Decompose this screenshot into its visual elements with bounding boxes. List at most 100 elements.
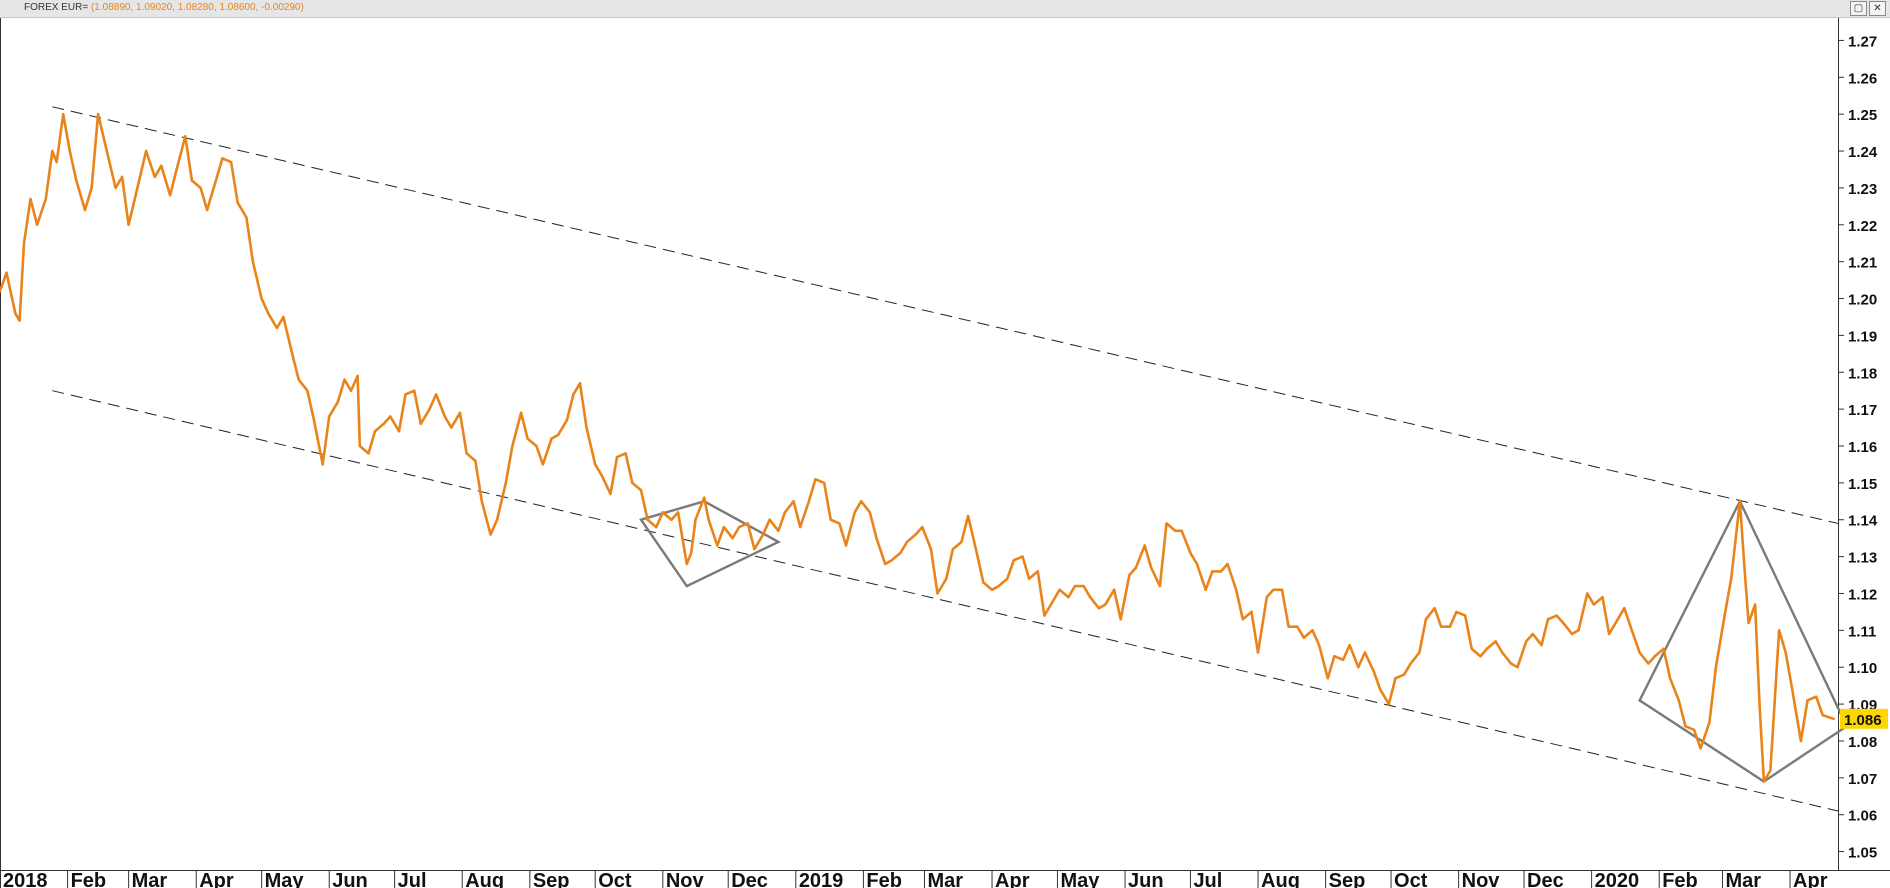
data-point bbox=[1097, 607, 1101, 610]
data-point bbox=[875, 537, 878, 540]
data-point bbox=[1378, 688, 1382, 691]
data-point bbox=[670, 518, 673, 521]
data-point bbox=[722, 525, 726, 529]
data-point bbox=[823, 481, 826, 485]
y-tick-label: 1.24 bbox=[1848, 144, 1878, 161]
last-value-text: 1.086 bbox=[1844, 712, 1882, 729]
data-point bbox=[1256, 651, 1260, 654]
data-point bbox=[1562, 621, 1565, 625]
chart-annotations bbox=[52, 106, 1849, 812]
data-point bbox=[914, 533, 917, 536]
data-point bbox=[975, 551, 978, 555]
data-point bbox=[1762, 780, 1766, 783]
x-axis: 2018 Feb Mar Apr May Jun Jul Aug Sep Oct Nov Dec 201… bbox=[0, 870, 1828, 888]
data-point bbox=[382, 422, 385, 426]
data-point bbox=[1112, 588, 1116, 591]
data-point bbox=[35, 223, 39, 226]
data-point bbox=[1668, 677, 1672, 680]
data-point bbox=[1784, 651, 1787, 654]
data-point bbox=[14, 312, 17, 315]
data-point bbox=[404, 393, 407, 396]
data-point bbox=[661, 511, 664, 514]
data-point bbox=[349, 389, 353, 392]
y-tick-label: 1.14 bbox=[1848, 513, 1878, 530]
y-tick-label: 1.13 bbox=[1848, 550, 1877, 567]
x-tick-label: Apr bbox=[199, 870, 234, 888]
data-point bbox=[1653, 655, 1657, 658]
data-point bbox=[1027, 577, 1031, 580]
data-point bbox=[282, 315, 285, 319]
data-point bbox=[609, 492, 612, 496]
data-point bbox=[1058, 588, 1061, 591]
data-point bbox=[1684, 725, 1687, 728]
data-point bbox=[1738, 500, 1742, 503]
data-point bbox=[860, 500, 863, 503]
data-point bbox=[1699, 747, 1702, 750]
data-point bbox=[585, 426, 588, 429]
data-point bbox=[1753, 603, 1757, 606]
chart-title: FOREX EUR= (1.08890, 1.09020, 1.08280, 1… bbox=[24, 2, 304, 13]
data-point bbox=[890, 559, 893, 562]
data-point bbox=[1806, 699, 1809, 702]
data-point bbox=[51, 149, 54, 153]
data-point bbox=[1189, 551, 1192, 555]
data-point bbox=[1799, 739, 1803, 743]
data-point bbox=[631, 481, 634, 485]
data-point bbox=[1104, 603, 1107, 606]
data-point bbox=[214, 179, 218, 182]
x-tick-label: Feb bbox=[71, 870, 107, 888]
data-point bbox=[356, 374, 359, 378]
data-point bbox=[1494, 640, 1497, 643]
data-point bbox=[1021, 555, 1024, 558]
data-point bbox=[267, 312, 270, 315]
data-point bbox=[397, 430, 401, 433]
data-point bbox=[5, 271, 8, 274]
data-point bbox=[0, 289, 2, 293]
data-point bbox=[960, 540, 963, 544]
data-point bbox=[1012, 559, 1015, 562]
data-point bbox=[685, 562, 688, 566]
close-window-button[interactable]: ✕ bbox=[1869, 1, 1886, 16]
y-tick-label: 1.08 bbox=[1848, 734, 1877, 751]
data-point bbox=[519, 411, 523, 414]
data-point bbox=[1570, 632, 1574, 636]
x-tick-label: Jul bbox=[398, 870, 427, 888]
data-point bbox=[929, 548, 933, 551]
data-point bbox=[90, 186, 93, 190]
data-point bbox=[229, 160, 233, 164]
data-point bbox=[245, 216, 248, 219]
channel-line-2 bbox=[52, 390, 1839, 812]
data-point bbox=[1708, 721, 1711, 724]
data-point bbox=[114, 186, 117, 190]
data-point bbox=[291, 352, 294, 355]
data-point bbox=[22, 242, 26, 245]
data-point bbox=[297, 378, 300, 381]
x-tick-label: Mar bbox=[927, 870, 963, 888]
data-point bbox=[260, 297, 263, 300]
data-point bbox=[783, 511, 787, 514]
data-point bbox=[707, 518, 710, 521]
data-point bbox=[716, 544, 719, 547]
data-point bbox=[868, 511, 872, 514]
data-point bbox=[1516, 666, 1519, 669]
x-tick-label: Dec bbox=[731, 870, 768, 888]
data-point bbox=[75, 179, 78, 182]
data-point bbox=[1455, 610, 1458, 614]
data-point bbox=[557, 433, 560, 437]
data-point bbox=[690, 551, 693, 555]
y-tick-label: 1.26 bbox=[1848, 70, 1877, 87]
data-point bbox=[68, 149, 72, 153]
ohlc-readout: (1.08890, 1.09020, 1.08280, 1.08600, -0.… bbox=[90, 2, 304, 13]
data-point bbox=[480, 500, 483, 503]
data-point bbox=[1832, 717, 1835, 720]
data-point bbox=[1577, 629, 1580, 632]
data-point bbox=[1531, 632, 1535, 636]
data-point bbox=[997, 584, 1000, 588]
data-point bbox=[1006, 577, 1009, 580]
y-tick-label: 1.23 bbox=[1848, 181, 1877, 198]
data-point bbox=[1730, 577, 1733, 580]
data-point bbox=[1647, 662, 1650, 665]
data-point bbox=[1134, 566, 1138, 569]
data-point bbox=[1623, 607, 1626, 610]
restore-window-button[interactable]: ▢ bbox=[1850, 1, 1867, 16]
